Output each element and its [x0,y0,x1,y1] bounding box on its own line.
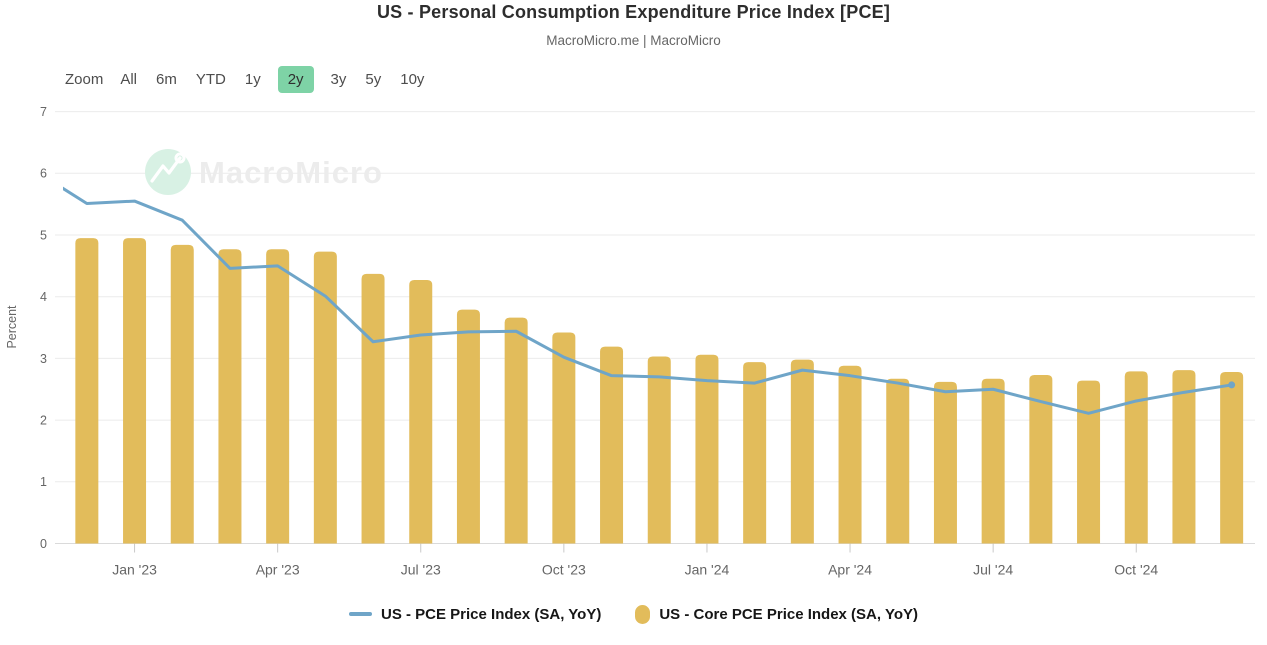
bar-series-swatch-icon [635,604,651,624]
svg-text:5: 5 [40,228,47,242]
core-pce-bar-series[interactable] [75,238,1244,544]
svg-text:7: 7 [40,105,47,119]
bar-Sep24 [1077,380,1101,544]
bar-Nov23 [600,346,624,544]
svg-text:0: 0 [40,537,47,551]
range-button-2y[interactable]: 2y [277,66,314,93]
svg-text:Apr '24: Apr '24 [828,562,872,578]
svg-text:6: 6 [40,167,47,181]
svg-text:1: 1 [40,475,47,489]
svg-text:4: 4 [40,290,47,304]
bar-Jan24 [695,354,719,544]
range-selector: Zoom All 6m YTD 1y 2y 3y 5y 10y [65,66,426,93]
x-axis-labels: Jan '23 Apr '23 Jul '23 Oct '23 Jan '24 Apr '… [112,543,1158,578]
svg-text:Oct '24: Oct '24 [1114,562,1158,578]
bar-Mar24 [790,359,814,544]
chart-legend: US - PCE Price Index (SA, YoY) US - Core… [0,598,1267,630]
range-button-ytd[interactable]: YTD [195,71,226,88]
bar-May24 [886,378,910,544]
svg-text:Jul '24: Jul '24 [973,562,1013,578]
range-button-5y[interactable]: 5y [365,71,382,88]
bar-Jul24 [981,378,1005,544]
svg-text:MacroMicro: MacroMicro [199,155,383,190]
legend-label-pce-line: US - PCE Price Index (SA, YoY) [380,605,602,623]
y-axis-title: Percent [5,305,19,349]
bar-Apr23 [266,249,290,544]
bar-Jun24 [933,381,957,544]
svg-text:Jan '24: Jan '24 [685,562,730,578]
range-button-1y[interactable]: 1y [244,71,261,88]
bar-Oct24 [1124,371,1148,544]
range-button-10y[interactable]: 10y [400,71,425,88]
bar-Dec24 [1220,371,1244,544]
y-axis-labels: 0 1 2 3 4 5 6 7 [40,105,47,551]
legend-item-core-pce-bars[interactable]: US - Core PCE Price Index (SA, YoY) [635,604,919,624]
bar-Feb24 [743,362,767,544]
bar-May23 [313,251,337,544]
chart-title: US - Personal Consumption Expenditure Pr… [376,2,891,22]
bar-Nov24 [1172,370,1196,544]
legend-label-core-pce-bars: US - Core PCE Price Index (SA, YoY) [659,605,919,623]
range-zoom-label: Zoom [65,71,104,88]
range-button-3y[interactable]: 3y [330,71,347,88]
bar-Mar23 [218,249,242,544]
line-end-marker [1228,381,1236,389]
pce-line-series[interactable] [39,173,1234,415]
bar-Aug24 [1029,375,1053,544]
svg-text:2: 2 [40,413,47,427]
svg-text:Oct '23: Oct '23 [542,562,586,578]
chart-subtitle: MacroMicro.me | MacroMicro [546,33,721,48]
bar-Oct23 [552,332,576,544]
bar-Jun23 [361,273,385,544]
svg-text:3: 3 [40,352,47,366]
range-button-all[interactable]: All [120,71,138,88]
bar-Jan23 [123,238,147,544]
bar-Apr24 [838,365,862,544]
svg-text:Apr '23: Apr '23 [256,562,300,578]
bar-Jul23 [409,280,433,544]
macromicro-watermark-icon: MacroMicro [145,149,383,195]
svg-text:Jan '23: Jan '23 [112,562,157,578]
range-button-6m[interactable]: 6m [156,71,177,88]
bar-Sep23 [504,317,528,544]
bar-Aug23 [456,309,480,544]
bar-Dec23 [647,356,671,544]
svg-text:Jul '23: Jul '23 [401,562,441,578]
legend-item-pce-line[interactable]: US - PCE Price Index (SA, YoY) [348,605,602,623]
bar-Feb23 [170,244,194,544]
line-series-swatch-icon [348,612,372,616]
bar-Dec22 [75,238,99,544]
